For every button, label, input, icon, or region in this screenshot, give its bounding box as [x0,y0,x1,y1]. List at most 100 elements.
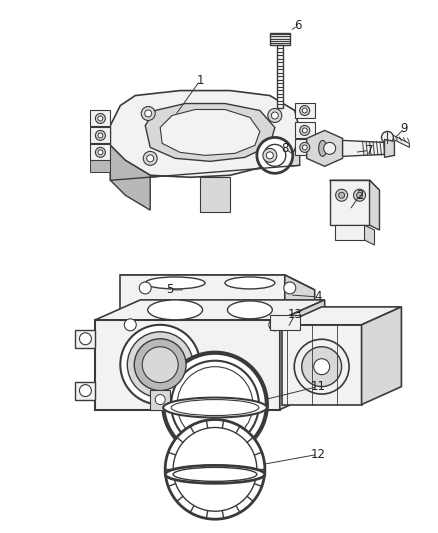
Circle shape [264,144,286,166]
Polygon shape [110,146,150,210]
Circle shape [134,339,186,391]
Polygon shape [90,127,110,143]
Circle shape [302,108,307,113]
Circle shape [173,427,257,511]
Circle shape [147,155,154,162]
Circle shape [357,192,363,198]
Ellipse shape [145,277,205,289]
Polygon shape [361,307,401,405]
Circle shape [79,333,92,345]
Circle shape [98,116,103,121]
Circle shape [271,112,278,119]
Polygon shape [295,140,314,155]
Polygon shape [295,123,314,139]
Text: 7: 7 [366,144,373,157]
Ellipse shape [163,398,267,417]
Circle shape [300,106,310,116]
Polygon shape [145,103,275,161]
Polygon shape [120,275,314,290]
Circle shape [353,189,366,201]
Ellipse shape [227,301,272,319]
Polygon shape [90,126,110,139]
Polygon shape [285,275,314,350]
Text: 9: 9 [401,122,408,135]
Circle shape [300,142,310,152]
Circle shape [339,192,345,198]
Ellipse shape [319,140,327,156]
Text: 2: 2 [356,189,363,201]
Polygon shape [75,382,95,400]
Polygon shape [307,131,343,166]
Polygon shape [160,109,260,155]
Polygon shape [95,300,325,320]
Polygon shape [75,330,95,348]
Circle shape [269,319,281,331]
Circle shape [302,145,307,150]
Polygon shape [335,225,364,240]
Circle shape [95,114,106,124]
Polygon shape [277,45,283,108]
Ellipse shape [225,277,275,289]
Circle shape [266,152,273,159]
Circle shape [165,419,265,519]
Circle shape [381,132,393,143]
Ellipse shape [148,300,202,320]
Circle shape [324,142,336,155]
Polygon shape [95,320,280,409]
Circle shape [95,148,106,157]
Circle shape [143,151,157,165]
Circle shape [155,394,165,405]
Circle shape [127,332,193,398]
Text: 4: 4 [314,290,321,303]
Circle shape [257,138,293,173]
Circle shape [120,325,200,405]
Ellipse shape [302,347,342,386]
Text: 12: 12 [310,448,325,461]
Circle shape [141,107,155,120]
Circle shape [98,133,103,138]
Polygon shape [282,307,401,325]
Circle shape [300,125,310,135]
Ellipse shape [173,467,257,481]
Text: 11: 11 [310,380,325,393]
Polygon shape [393,135,410,148]
Polygon shape [90,144,110,160]
Polygon shape [90,110,110,126]
Circle shape [284,282,296,294]
Circle shape [98,150,103,155]
Ellipse shape [294,340,349,394]
Ellipse shape [165,465,265,483]
Polygon shape [270,315,300,330]
Polygon shape [200,177,230,212]
Text: 5: 5 [166,284,174,296]
Polygon shape [343,140,385,156]
Circle shape [79,385,92,397]
Circle shape [139,282,151,294]
Circle shape [314,359,330,375]
Polygon shape [370,180,379,230]
Polygon shape [110,131,300,180]
Circle shape [95,131,106,140]
Polygon shape [150,390,170,409]
Circle shape [142,347,178,383]
Ellipse shape [171,400,259,416]
Polygon shape [90,143,110,155]
Polygon shape [330,180,379,190]
Polygon shape [330,180,370,225]
Polygon shape [295,102,314,118]
Text: 1: 1 [196,74,204,87]
Circle shape [163,353,267,456]
Circle shape [145,110,152,117]
Circle shape [336,189,348,201]
Polygon shape [90,160,110,172]
Polygon shape [385,140,395,157]
Circle shape [268,109,282,123]
Polygon shape [270,33,290,45]
Circle shape [171,361,259,448]
Polygon shape [364,225,374,245]
Text: 8: 8 [281,142,289,155]
Text: 6: 6 [294,19,301,33]
Circle shape [263,148,277,163]
Polygon shape [282,325,361,405]
Circle shape [302,128,307,133]
